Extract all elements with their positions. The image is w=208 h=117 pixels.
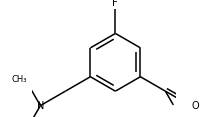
Text: F: F: [113, 0, 118, 7]
Text: O: O: [191, 101, 199, 111]
Text: CH₃: CH₃: [12, 75, 27, 84]
Text: N: N: [37, 101, 44, 111]
